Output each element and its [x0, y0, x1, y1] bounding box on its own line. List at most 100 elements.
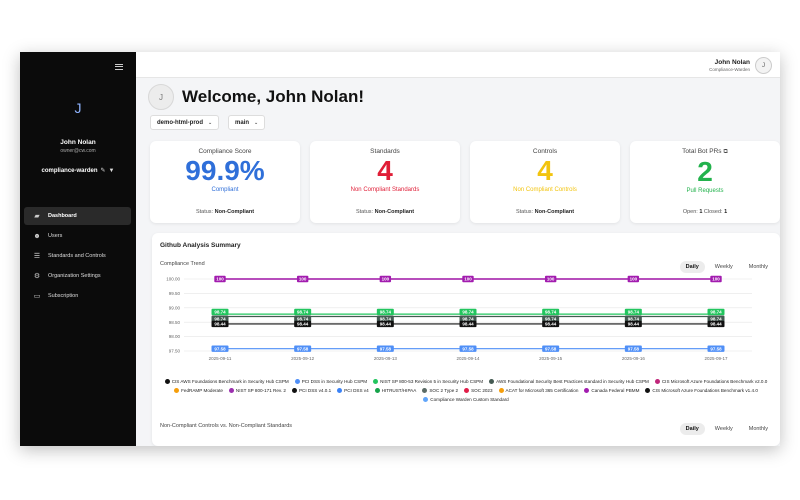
x-tick-label: 2025-09-12	[291, 356, 315, 361]
legend-entry[interactable]: SOC 2023	[464, 386, 493, 395]
org-selector[interactable]: compliance-warden ✎ ▼	[20, 167, 136, 174]
sidebar-user-name: John Nolan	[60, 139, 96, 146]
data-label: 98.74	[628, 316, 640, 321]
data-label: 100	[216, 277, 224, 282]
analysis-panel: Github Analysis Summary Compliance Trend…	[152, 233, 780, 446]
data-label: 100	[299, 277, 307, 282]
legend-entry[interactable]: CIS AWS Foundations Benchmark in Securit…	[164, 377, 289, 386]
legend-entry[interactable]: SOC 2 Type 2	[422, 386, 458, 395]
data-label: 97.58	[545, 346, 557, 351]
legend-entry[interactable]: HITRUST/HIPAA	[374, 386, 416, 395]
repo-select[interactable]: demo-html-prod ⌄	[150, 115, 220, 130]
data-label-bg	[707, 320, 725, 328]
legend-label: SOC 2023	[471, 388, 493, 393]
data-label: 98.74	[214, 316, 226, 321]
data-label: 98.44	[462, 322, 474, 327]
legend-swatch	[294, 379, 300, 384]
trend-period-toggle: Daily Weekly Monthly	[679, 261, 774, 273]
data-label: 98.44	[545, 322, 557, 327]
legend-entry[interactable]: ACAT for Microsoft 365 Certification	[498, 386, 578, 395]
tab-daily[interactable]: Daily	[679, 423, 705, 435]
data-label-bg	[707, 345, 725, 352]
tab-weekly[interactable]: Weekly	[714, 426, 733, 432]
x-tick-label: 2025-09-17	[704, 356, 728, 361]
sidebar-avatar: J	[74, 100, 82, 116]
data-label: 100	[547, 277, 555, 282]
data-label: 100	[712, 277, 720, 282]
data-label: 97.58	[214, 346, 226, 351]
legend-entry[interactable]: CIS Microsoft Azure Foundations Benchmar…	[654, 377, 767, 386]
sidebar-item-label: Subscription	[48, 293, 79, 299]
data-label: 98.74	[545, 309, 557, 314]
caret-down-icon[interactable]: ▼	[108, 168, 115, 174]
legend-entry[interactable]: FedRAMP Moderate	[174, 386, 223, 395]
sidebar-item-dashboard[interactable]: ▰ Dashboard	[24, 207, 131, 225]
legend-entry[interactable]: CIS Microsoft Azure Foundations Benchmar…	[645, 386, 758, 395]
legend-label: Canada Federal PBMM	[591, 388, 640, 393]
data-label: 97.58	[380, 346, 392, 351]
y-tick-label: 98.50	[169, 320, 181, 325]
tab-weekly[interactable]: Weekly	[714, 264, 733, 270]
legend-swatch	[464, 388, 470, 393]
y-tick-label: 99.50	[169, 291, 181, 296]
data-label-bg	[294, 308, 312, 316]
list-icon: ☰	[33, 253, 41, 260]
card-subtitle: Compliant	[211, 187, 239, 193]
data-label-bg	[710, 275, 722, 283]
card-status: Status: Non-Compliant	[310, 209, 460, 215]
data-label: 98.74	[462, 309, 474, 314]
data-label: 98.74	[297, 316, 309, 321]
legend-entry[interactable]: NIST SP 800-53 Revision 5 in Security Hu…	[373, 377, 483, 386]
org-name: compliance-warden	[41, 168, 98, 174]
legend-entry[interactable]: Canada Federal PBMM	[584, 386, 639, 395]
closed-value: 1	[724, 209, 728, 215]
legend-entry[interactable]: NIST SP 800-171 Rev. 2	[228, 386, 286, 395]
legend-entry[interactable]: PCI DSS in Security Hub CSPM	[294, 377, 367, 386]
legend-entry[interactable]: AWS Foundational Security Best Practices…	[489, 377, 649, 386]
external-link-icon[interactable]: ⧉	[723, 149, 728, 155]
tab-monthly[interactable]: Monthly	[748, 264, 768, 270]
edit-icon[interactable]: ✎	[100, 168, 106, 174]
sidebar-item-label: Dashboard	[48, 213, 77, 219]
legend-label: AWS Foundational Security Best Practices…	[496, 379, 649, 384]
header-avatar[interactable]: J	[755, 57, 772, 74]
legend-label: NIST SP 800-53 Revision 5 in Security Hu…	[380, 379, 484, 384]
repo-select-value: demo-html-prod	[157, 119, 203, 126]
legend-swatch	[584, 388, 590, 393]
tab-daily[interactable]: Daily	[679, 261, 705, 273]
sidebar-item-organization-settings[interactable]: ⚙ Organization Settings	[24, 267, 131, 285]
sidebar-item-users[interactable]: ☻ Users	[24, 227, 131, 245]
status-label: Status:	[515, 209, 534, 215]
data-label: 98.74	[462, 316, 474, 321]
sidebar-item-label: Organization Settings	[48, 273, 101, 279]
header-user-name: John Nolan	[714, 59, 750, 66]
top-bar: John Nolan Compliance-Warden J	[136, 52, 780, 78]
menu-icon[interactable]	[115, 64, 123, 70]
data-label-bg	[459, 345, 477, 352]
dashboard-icon: ▰	[34, 213, 40, 220]
data-label-bg	[376, 345, 394, 352]
sidebar-item-subscription[interactable]: ▭ Subscription	[24, 287, 131, 305]
data-label-bg	[379, 275, 392, 283]
legend-entry[interactable]: PCI DSS v4	[337, 386, 369, 395]
data-label: 98.74	[628, 309, 640, 314]
bot-prs-card: Total Bot PRs ⧉ 2 Pull Requests Open: 1 C…	[630, 141, 780, 223]
data-label-bg	[459, 315, 477, 322]
data-label-bg	[294, 345, 312, 352]
trend-title: Compliance Trend	[160, 261, 205, 267]
data-label-bg	[211, 320, 229, 328]
legend-swatch	[164, 379, 170, 384]
branch-select[interactable]: main ⌄	[228, 115, 266, 130]
closed-label: Closed:	[703, 209, 723, 215]
sidebar-item-standards[interactable]: ☰ Standards and Controls	[24, 247, 131, 265]
data-label: 98.44	[297, 322, 309, 327]
status-value: Non-Compliant	[214, 209, 255, 215]
compliance-score-card: Compliance Score 99.9% Compliant Status:…	[150, 141, 300, 223]
legend-entry[interactable]: PCI DSS v4.0.1	[291, 386, 331, 395]
card-title: Standards	[370, 148, 400, 155]
open-value: 1	[699, 209, 703, 215]
tab-monthly[interactable]: Monthly	[748, 426, 768, 432]
data-label-bg	[624, 308, 642, 316]
page-title: Welcome, John Nolan!	[182, 87, 364, 106]
legend-entry[interactable]: Compliance Warden Custom Standard	[423, 395, 509, 404]
